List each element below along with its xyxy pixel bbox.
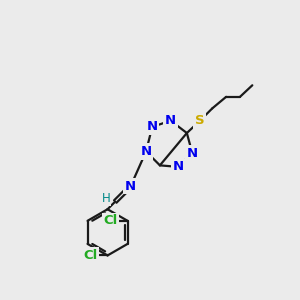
Text: H: H: [102, 192, 110, 205]
Text: S: S: [195, 114, 205, 127]
Text: N: N: [147, 120, 158, 134]
Text: N: N: [140, 145, 152, 158]
Text: N: N: [165, 114, 176, 127]
Text: N: N: [125, 180, 136, 193]
Text: N: N: [187, 146, 198, 160]
Text: Cl: Cl: [103, 214, 118, 227]
Text: N: N: [173, 160, 184, 173]
Text: Cl: Cl: [83, 249, 98, 262]
